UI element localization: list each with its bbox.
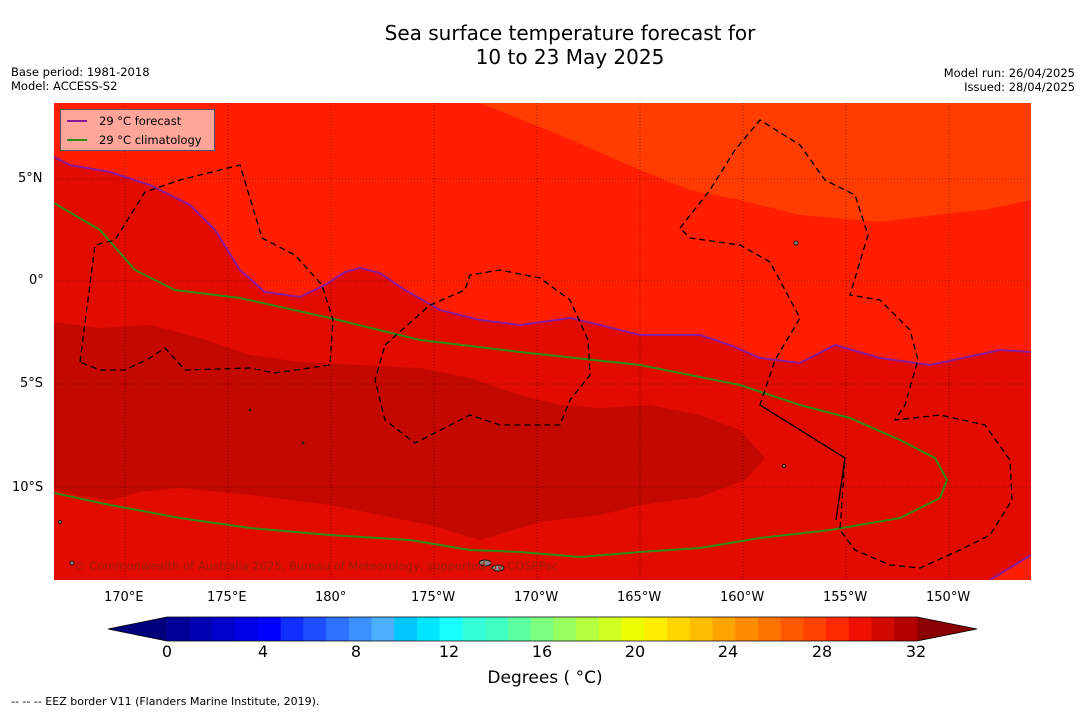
colorbar-extension-low [108, 617, 167, 641]
title-line-1: Sea surface temperature forecast for [384, 21, 756, 45]
climatology-line-swatch [67, 139, 87, 141]
colorbar-segment [303, 617, 327, 641]
lon-label: 170°W [514, 590, 559, 605]
issued-date: Issued: 28/04/2025 [964, 80, 1075, 94]
colorbar-segment [667, 617, 691, 641]
meta-left: Base period: 1981-2018 Model: ACCESS-S2 [11, 65, 150, 93]
colorbar-tick: 32 [905, 642, 927, 661]
colorbar-segment [507, 617, 532, 641]
colorbar-segment [439, 617, 463, 641]
climatology-29c-contour [54, 202, 949, 559]
colorbar-segment [394, 617, 418, 641]
colorbar-segment [735, 617, 759, 641]
colorbar-segment [462, 617, 486, 641]
colorbar-tick: 0 [161, 642, 173, 661]
lon-label: 175°E [207, 590, 247, 605]
graticule [54, 103, 1031, 580]
lon-label: 180° [315, 590, 347, 605]
zone-30-31 [54, 322, 765, 540]
eez-borders [79, 119, 1013, 569]
colorbar-segment [803, 617, 827, 641]
legend-climatology: 29 °C climatology [67, 132, 202, 148]
colorbar-segment [235, 617, 259, 641]
colorbar-extension-high [917, 617, 977, 641]
zone-28-29-patch [780, 200, 1031, 312]
colorbar [107, 616, 978, 642]
colorbar-segment [757, 617, 782, 641]
lat-label: 0° [29, 273, 44, 288]
colorbar-tick: 16 [531, 642, 553, 661]
colorbar-segment [644, 617, 668, 641]
lon-label: 175°W [411, 590, 456, 605]
legend-forecast: 29 °C forecast [67, 113, 181, 129]
colorbar-segment [167, 617, 191, 641]
lon-label: 165°W [617, 590, 662, 605]
lon-label: 170°E [104, 590, 144, 605]
legend-forecast-label: 29 °C forecast [99, 114, 182, 128]
colorbar-segment [280, 617, 304, 641]
colorbar-segment [530, 617, 554, 641]
colorbar-segment [371, 617, 395, 641]
model-run: Model run: 26/04/2025 [943, 66, 1075, 80]
colorbar-outline [107, 616, 978, 642]
colorbar-segment [553, 617, 577, 641]
colorbar-segment [621, 617, 645, 641]
colorbar-segment [417, 617, 441, 641]
legend: 29 °C forecast 29 °C climatology [60, 109, 215, 151]
colorbar-tick: 4 [257, 642, 269, 661]
colorbar-segment [189, 617, 213, 641]
forecast-line-swatch [67, 120, 87, 122]
colorbar-tick: 20 [624, 642, 646, 661]
colorbar-segment [848, 617, 873, 641]
colorbar-segment [780, 617, 804, 641]
copyright-text: © Commonwealth of Australia 2025, Bureau… [74, 559, 559, 573]
legend-climatology-label: 29 °C climatology [99, 133, 202, 147]
base-period: Base period: 1981-2018 [11, 65, 150, 79]
lon-label: 160°W [720, 590, 765, 605]
colorbar-segment [826, 617, 850, 641]
lat-label: 5°N [18, 171, 43, 186]
model-name: Model: ACCESS-S2 [11, 79, 118, 93]
footer-note: -- -- -- EEZ border V11 (Flanders Marine… [11, 695, 320, 708]
colorbar-segment [257, 617, 282, 641]
colorbar-tick: 24 [717, 642, 739, 661]
colorbar-segment [598, 617, 623, 641]
chart-title: Sea surface temperature forecast for 10 … [0, 21, 1085, 69]
colorbar-segment [485, 617, 509, 641]
colorbar-segment [212, 617, 236, 641]
colorbar-segment [871, 617, 895, 641]
colorbar-segment [689, 617, 713, 641]
islands [58, 240, 799, 572]
lon-label: 150°W [926, 590, 971, 605]
forecast-29c-contour [54, 156, 1031, 580]
title-line-2: 10 to 23 May 2025 [475, 45, 665, 69]
colorbar-label: Degrees ( °C) [487, 668, 603, 688]
sst-field [54, 103, 1031, 580]
lon-label: 155°W [823, 590, 868, 605]
meta-right: Model run: 26/04/2025 Issued: 28/04/2025 [944, 66, 1075, 94]
colorbar-segment [712, 617, 736, 641]
colorbar-tick: 12 [438, 642, 460, 661]
colorbar-segment [348, 617, 373, 641]
lat-label: 10°S [12, 480, 44, 495]
colorbar-tick: 28 [811, 642, 833, 661]
lat-label: 5°S [20, 376, 44, 391]
colorbar-segment [576, 617, 600, 641]
colorbar-tick: 8 [350, 642, 362, 661]
colorbar-segment [326, 617, 350, 641]
colorbar-segment [894, 617, 918, 641]
